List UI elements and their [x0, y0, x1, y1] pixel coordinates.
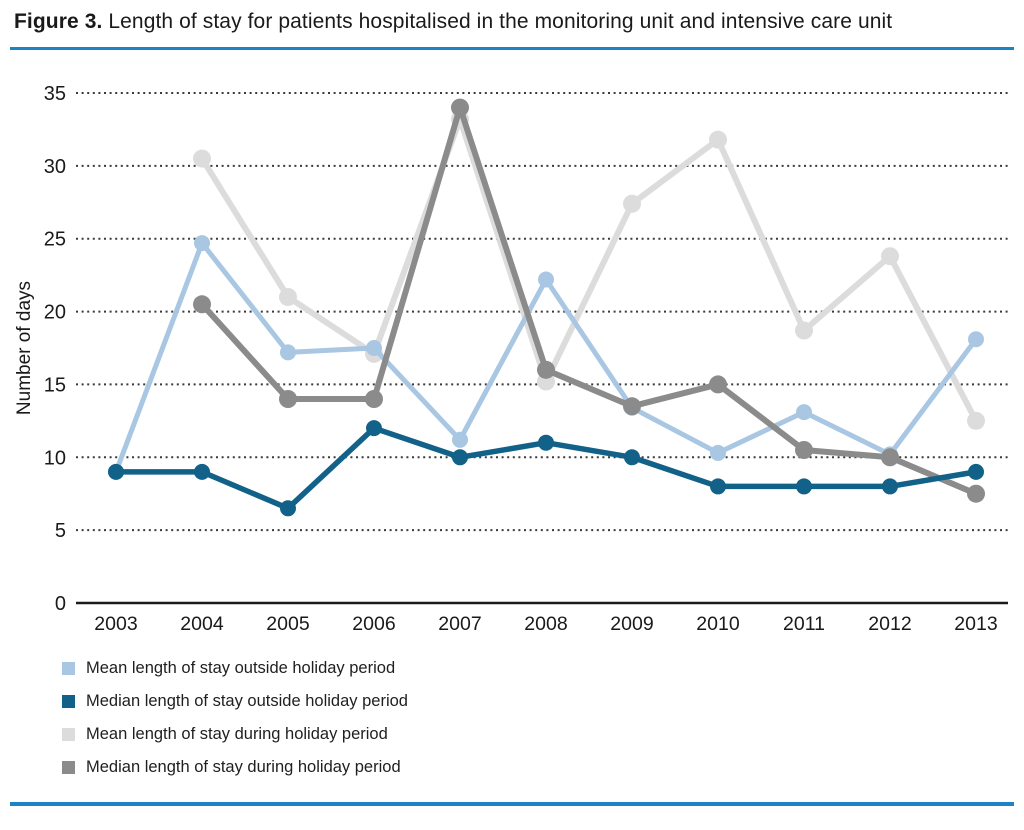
gridlines [76, 92, 1008, 532]
legend-item: Mean length of stay during holiday perio… [62, 718, 408, 751]
data-point [709, 130, 727, 149]
data-point [795, 321, 813, 340]
series-mean_during [193, 110, 985, 430]
x-tick-label: 2010 [696, 613, 740, 635]
x-tick-label: 2005 [266, 613, 310, 635]
x-tick-label: 2006 [352, 613, 395, 635]
x-tick-label: 2009 [610, 613, 653, 635]
data-point [366, 420, 382, 437]
data-point [537, 360, 555, 379]
y-tick-label: 10 [44, 447, 66, 469]
data-point [709, 375, 727, 394]
data-point [365, 390, 383, 409]
y-tick-label: 35 [44, 83, 66, 105]
x-tick-label: 2011 [783, 613, 825, 635]
legend-label: Median length of stay during holiday per… [86, 758, 401, 776]
y-axis-label: Number of days [14, 281, 35, 415]
x-axis-ticks: 2003 2004 2005 2006 2007 2008 2009 2010 2011 2012… [94, 613, 997, 635]
x-tick-label: 2008 [524, 613, 567, 635]
figure-title: Figure 3. Length of stay for patients ho… [14, 10, 892, 34]
data-point [623, 194, 641, 213]
legend-swatch-mean-during [62, 728, 75, 741]
legend-label: Mean length of stay during holiday perio… [86, 725, 388, 743]
data-point [194, 463, 210, 480]
legend-label: Median length of stay outside holiday pe… [86, 692, 408, 710]
y-tick-label: 30 [44, 156, 66, 178]
x-tick-label: 2007 [438, 613, 481, 635]
top-rule [10, 47, 1014, 50]
data-point [710, 444, 726, 461]
x-tick-label: 2004 [180, 613, 224, 635]
legend-item: Mean length of stay outside holiday peri… [62, 652, 408, 685]
data-point [194, 235, 210, 252]
data-point [882, 478, 898, 495]
data-point [796, 404, 812, 421]
data-point [279, 288, 297, 307]
data-point [366, 340, 382, 357]
legend-swatch-mean-outside [62, 662, 75, 675]
figure-number: Figure 3. [14, 10, 103, 33]
series-line [199, 104, 979, 497]
data-point [451, 98, 469, 117]
data-point [538, 434, 554, 451]
data-point [193, 149, 211, 168]
bottom-rule [10, 802, 1014, 806]
series-median_during [193, 98, 985, 503]
y-axis-ticks: 0 5 10 15 20 25 30 35 [44, 83, 66, 615]
legend-item: Median length of stay outside holiday pe… [62, 685, 408, 718]
data-point [279, 390, 297, 409]
legend-item: Median length of stay during holiday per… [62, 751, 408, 784]
data-point [968, 331, 984, 348]
series-median_outside [108, 420, 984, 517]
data-point [280, 500, 296, 517]
y-tick-label: 15 [44, 374, 66, 396]
data-point [624, 449, 640, 466]
data-point [967, 411, 985, 430]
data-point [967, 484, 985, 503]
data-point [280, 344, 296, 361]
series-line [199, 116, 979, 424]
legend-swatch-median-during [62, 761, 75, 774]
y-tick-label: 25 [44, 229, 66, 251]
data-point [452, 449, 468, 466]
data-point [538, 271, 554, 288]
x-tick-label: 2012 [868, 613, 911, 635]
x-tick-label: 2003 [94, 613, 137, 635]
data-point [968, 463, 984, 480]
legend-label: Mean length of stay outside holiday peri… [86, 659, 396, 677]
data-point [193, 295, 211, 314]
data-point [452, 431, 468, 448]
data-point [795, 441, 813, 460]
data-point [881, 448, 899, 467]
data-point [881, 247, 899, 266]
y-tick-label: 5 [55, 520, 66, 542]
legend-swatch-median-outside [62, 695, 75, 708]
x-tick-label: 2013 [954, 613, 997, 635]
data-point [623, 397, 641, 416]
data-point [108, 463, 124, 480]
y-tick-label: 20 [44, 302, 66, 324]
y-tick-label: 0 [55, 593, 66, 615]
data-point [710, 478, 726, 495]
data-point [796, 478, 812, 495]
chart-legend: Mean length of stay outside holiday peri… [62, 652, 408, 784]
figure-caption: Length of stay for patients hospitalised… [102, 10, 893, 33]
